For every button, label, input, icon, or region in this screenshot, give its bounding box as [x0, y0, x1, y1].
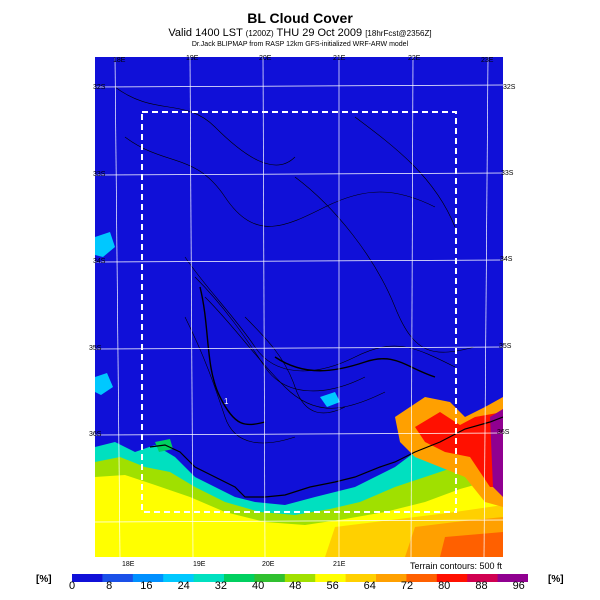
colorbar-swatch — [102, 574, 134, 582]
lon-label-top: 20E — [259, 55, 272, 62]
valid-time: Valid 1400 LST — [168, 27, 243, 39]
lon-label-bottom: 18E — [122, 561, 135, 568]
cloud-patch — [320, 392, 340, 407]
point-label: 1 — [224, 397, 229, 406]
lat-label-right: 33S — [501, 170, 514, 177]
colorbar-tick-label: 88 — [475, 580, 488, 592]
colorbar-unit-right: [%] — [548, 574, 564, 585]
map-title: BL Cloud Cover — [247, 10, 353, 26]
colorbar-swatch — [254, 574, 286, 582]
lon-label-top: 18E — [113, 57, 126, 64]
colorbar-tick-label: 24 — [177, 580, 190, 592]
cloud-patch-east-max — [490, 409, 503, 497]
colorbar-swatch — [163, 574, 195, 582]
terrain-contours — [114, 86, 476, 444]
terrain-contours-major — [199, 286, 436, 426]
forecast-hour: [18hrFcst@2356Z] — [365, 29, 432, 38]
colorbar-tick-label: 48 — [289, 580, 302, 592]
lon-label-bottom: 20E — [262, 561, 275, 568]
lon-label-bottom: 21E — [333, 561, 346, 568]
colorbar-tick-label: 72 — [400, 580, 414, 592]
colorbar-tick-label: 56 — [326, 580, 339, 592]
lon-label-top: 19E — [186, 55, 199, 62]
lat-label-left: 35S — [89, 345, 102, 352]
cloud-cover-map: 1 — [95, 57, 503, 557]
lat-label-right: 35S — [499, 343, 512, 350]
lat-label-left: 32S — [93, 84, 106, 91]
coastline — [149, 416, 503, 498]
colorbar-tick-label: 0 — [68, 580, 76, 592]
cloud-patch — [95, 373, 113, 395]
lat-label-right: 36S — [497, 429, 510, 436]
lat-label-left: 33S — [93, 171, 106, 178]
colorbar-swatch — [72, 574, 103, 582]
cloud-patch-east-core — [415, 412, 503, 487]
forecast-date: THU 29 Oct 2009 — [276, 27, 363, 39]
lat-label-right: 32S — [503, 84, 516, 91]
colorbar-swatch — [224, 574, 255, 582]
colorbar-tick-label: 64 — [363, 580, 376, 592]
cloud-band-red-orange — [440, 532, 503, 557]
lon-label-top: 22E — [408, 55, 421, 62]
colorbar-tick-label: 96 — [512, 580, 525, 592]
inner-domain-box — [141, 111, 457, 513]
colorbar-swatch — [315, 574, 347, 582]
lat-label-right: 34S — [500, 256, 513, 263]
map-subtitle: Valid 1400 LST (1200Z) THU 29 Oct 2009 [… — [0, 27, 600, 39]
colorbar-tick-label: 16 — [140, 580, 153, 592]
lon-label-bottom: 19E — [193, 561, 206, 568]
utc-time: (1200Z) — [245, 29, 274, 38]
colorbar-swatch — [436, 574, 468, 582]
terrain-contour-note: Terrain contours: 500 ft — [409, 561, 502, 571]
lat-label-left: 36S — [89, 431, 102, 438]
lon-label-top: 23E — [481, 57, 494, 64]
colorbar-swatch — [406, 574, 438, 582]
colorbar-tick-label: 80 — [438, 580, 451, 592]
colorbar-swatch — [467, 574, 499, 582]
colorbar-tick-label: 32 — [214, 580, 228, 592]
colorbar-unit-left: [%] — [36, 574, 52, 585]
lon-label-top: 21E — [333, 55, 346, 62]
colorbar-swatch — [284, 574, 316, 582]
lat-label-left: 34S — [93, 258, 106, 265]
model-note: Dr.Jack BLIPMAP from RASP 12km GFS-initi… — [191, 41, 409, 48]
colorbar-swatch — [497, 574, 528, 582]
colorbar — [72, 574, 528, 582]
colorbar-swatch — [376, 574, 407, 582]
cloud-patch — [95, 232, 115, 257]
colorbar-swatch — [345, 574, 377, 582]
colorbar-tick-label: 8 — [106, 580, 113, 592]
colorbar-ticks: 0 8 16 24 32 40 48 56 64 72 80 88 96 — [0, 580, 600, 594]
colorbar-tick-label: 40 — [251, 580, 265, 592]
colorbar-swatch — [193, 574, 225, 582]
colorbar-swatch — [132, 574, 164, 582]
lat-lon-grid — [95, 57, 503, 557]
